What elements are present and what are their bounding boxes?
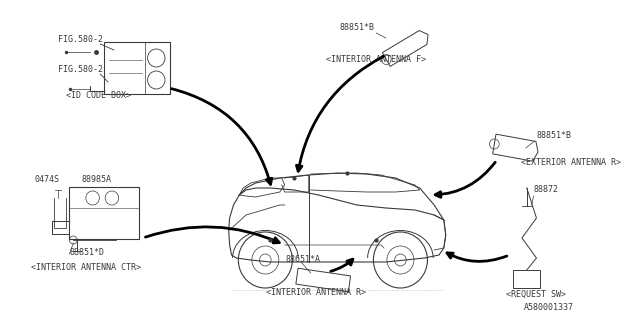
Text: 88872: 88872 [534,185,559,194]
Text: 88651*A: 88651*A [285,255,321,264]
FancyArrowPatch shape [331,259,353,271]
Text: <REQUEST SW>: <REQUEST SW> [506,290,566,299]
FancyArrowPatch shape [172,89,272,184]
Text: <INTERIOR ANTENNA F>: <INTERIOR ANTENNA F> [326,55,426,64]
Text: <ID CODE BOX>: <ID CODE BOX> [66,91,131,100]
Text: FIG.580-2: FIG.580-2 [58,65,103,74]
Text: 88985A: 88985A [81,175,111,184]
FancyArrowPatch shape [145,227,279,243]
FancyArrowPatch shape [296,56,383,171]
Text: A580001337: A580001337 [524,303,574,312]
Text: 88851*B: 88851*B [536,131,572,140]
FancyArrowPatch shape [435,162,495,197]
Text: <EXTERIOR ANTENNA R>: <EXTERIOR ANTENNA R> [521,158,621,167]
Text: 88851*D: 88851*D [70,248,104,257]
Text: FIG.580-2: FIG.580-2 [58,35,103,44]
Text: 88851*B: 88851*B [340,23,374,32]
Text: <INTERIOR ANTENNA CTR>: <INTERIOR ANTENNA CTR> [31,263,141,272]
Text: <INTERIOR ANTENNA R>: <INTERIOR ANTENNA R> [266,288,366,297]
FancyArrowPatch shape [447,253,507,261]
Text: 0474S: 0474S [35,175,60,184]
